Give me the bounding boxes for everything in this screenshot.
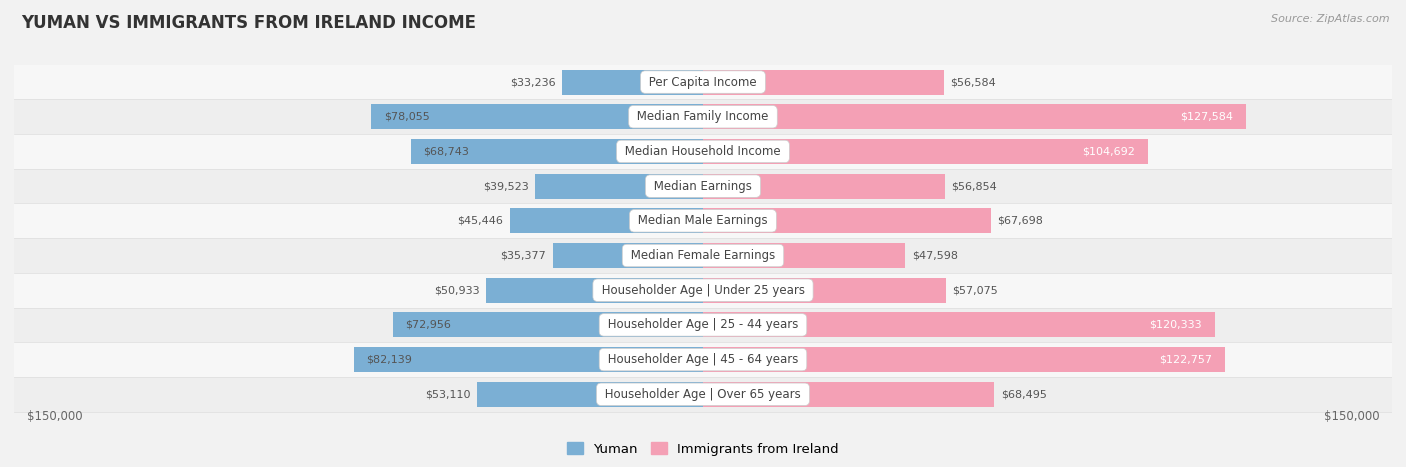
Text: $150,000: $150,000 (1323, 410, 1379, 423)
Bar (14, 238, 1392, 273)
Bar (392, 312, 703, 337)
Text: $104,692: $104,692 (1083, 147, 1136, 156)
Text: Median Earnings: Median Earnings (650, 180, 756, 192)
Bar (14, 169, 1392, 204)
Bar (14, 273, 1392, 308)
Text: Per Capita Income: Per Capita Income (645, 76, 761, 89)
Text: $72,956: $72,956 (405, 320, 451, 330)
Bar (486, 278, 703, 303)
Bar (371, 104, 703, 129)
Text: Median Household Income: Median Household Income (621, 145, 785, 158)
Text: Householder Age | 45 - 64 years: Householder Age | 45 - 64 years (605, 353, 801, 366)
Bar (14, 377, 1392, 411)
Bar (703, 243, 905, 268)
Bar (14, 134, 1392, 169)
Text: $50,933: $50,933 (434, 285, 479, 295)
Bar (14, 99, 1392, 134)
Bar (703, 70, 943, 94)
Bar (703, 104, 1246, 129)
Bar (14, 204, 1392, 238)
Text: $78,055: $78,055 (384, 112, 430, 122)
Bar (411, 139, 703, 164)
Text: $35,377: $35,377 (501, 250, 546, 261)
Text: $82,139: $82,139 (367, 354, 412, 365)
Text: $68,743: $68,743 (423, 147, 470, 156)
Text: YUMAN VS IMMIGRANTS FROM IRELAND INCOME: YUMAN VS IMMIGRANTS FROM IRELAND INCOME (21, 14, 477, 32)
Text: Median Male Earnings: Median Male Earnings (634, 214, 772, 227)
Bar (14, 65, 1392, 99)
Legend: Yuman, Immigrants from Ireland: Yuman, Immigrants from Ireland (561, 437, 845, 461)
Text: $127,584: $127,584 (1180, 112, 1233, 122)
Text: $150,000: $150,000 (27, 410, 83, 423)
Text: Householder Age | Under 25 years: Householder Age | Under 25 years (598, 284, 808, 297)
Bar (561, 70, 703, 94)
Bar (553, 243, 703, 268)
Text: Median Female Earnings: Median Female Earnings (627, 249, 779, 262)
Text: Householder Age | Over 65 years: Householder Age | Over 65 years (602, 388, 804, 401)
Bar (510, 208, 703, 234)
Text: $47,598: $47,598 (912, 250, 957, 261)
Bar (703, 347, 1225, 372)
Text: Householder Age | 25 - 44 years: Householder Age | 25 - 44 years (605, 318, 801, 332)
Text: $45,446: $45,446 (457, 216, 503, 226)
Bar (703, 312, 1215, 337)
Text: $33,236: $33,236 (509, 77, 555, 87)
Text: $120,333: $120,333 (1149, 320, 1202, 330)
Text: $68,495: $68,495 (1001, 389, 1046, 399)
Text: $39,523: $39,523 (482, 181, 529, 191)
Text: $67,698: $67,698 (997, 216, 1043, 226)
Bar (703, 139, 1149, 164)
Bar (703, 174, 945, 198)
Bar (703, 208, 991, 234)
Text: $57,075: $57,075 (952, 285, 998, 295)
Bar (534, 174, 703, 198)
Text: $122,757: $122,757 (1160, 354, 1212, 365)
Text: $56,584: $56,584 (950, 77, 995, 87)
Bar (14, 342, 1392, 377)
Bar (477, 382, 703, 407)
Bar (354, 347, 703, 372)
Text: Source: ZipAtlas.com: Source: ZipAtlas.com (1271, 14, 1389, 24)
Text: Median Family Income: Median Family Income (634, 110, 772, 123)
Bar (703, 382, 994, 407)
Bar (14, 308, 1392, 342)
Text: $56,854: $56,854 (952, 181, 997, 191)
Text: $53,110: $53,110 (425, 389, 471, 399)
Bar (703, 278, 946, 303)
